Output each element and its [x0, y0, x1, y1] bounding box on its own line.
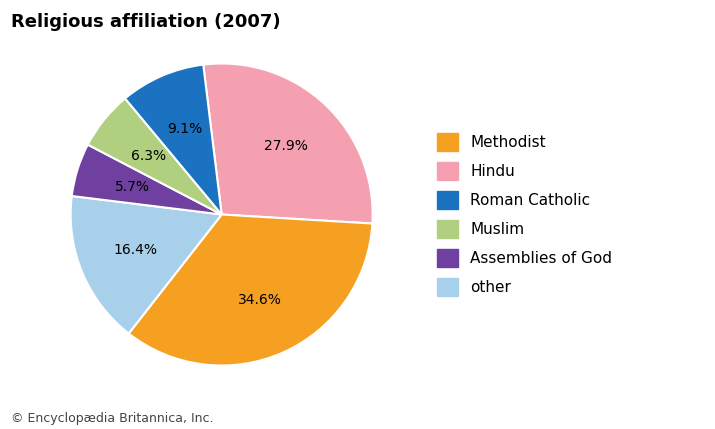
Text: 27.9%: 27.9% [264, 139, 307, 153]
Text: 9.1%: 9.1% [167, 121, 202, 136]
Text: 34.6%: 34.6% [238, 293, 282, 307]
Wedge shape [72, 145, 222, 214]
Text: 16.4%: 16.4% [113, 243, 157, 257]
Text: © Encyclopædia Britannica, Inc.: © Encyclopædia Britannica, Inc. [11, 412, 213, 425]
Text: Religious affiliation (2007): Religious affiliation (2007) [11, 13, 280, 31]
Wedge shape [88, 98, 222, 214]
Wedge shape [71, 196, 222, 333]
Wedge shape [203, 63, 373, 224]
Wedge shape [129, 214, 373, 366]
Text: 6.3%: 6.3% [132, 149, 167, 163]
Wedge shape [125, 65, 222, 214]
Text: 5.7%: 5.7% [115, 180, 149, 193]
Legend: Methodist, Hindu, Roman Catholic, Muslim, Assemblies of God, other: Methodist, Hindu, Roman Catholic, Muslim… [437, 133, 612, 296]
